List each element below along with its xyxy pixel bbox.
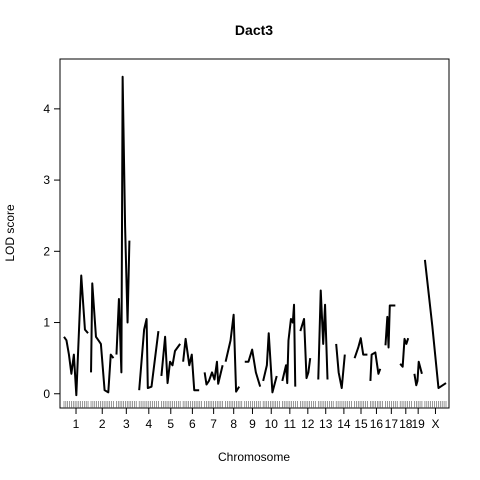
y-axis: 0 1 2 3 4 (43, 102, 60, 401)
marker-rug (63, 401, 447, 408)
lod-line-chr-11 (281, 303, 297, 387)
lod-line-chr-X (423, 259, 447, 390)
x-tick-label-chr-3: 3 (123, 417, 130, 431)
lod-line-chr-19 (413, 360, 423, 387)
plot-frame (59, 58, 450, 409)
lod-series (63, 75, 447, 397)
y-tick-label: 4 (43, 102, 50, 116)
lod-line-chr-1 (63, 274, 89, 397)
lod-line-chr-9 (244, 348, 262, 387)
lod-line-chr-17 (384, 304, 396, 349)
y-tick-label: 3 (43, 173, 50, 187)
x-tick-label-chr-16: 16 (370, 417, 384, 431)
x-axis: 1 2 3 4 5 6 7 8 9 10 11 12 13 14 15 16 17 18 19 X (73, 408, 439, 431)
x-tick-label-chr-7: 7 (210, 417, 217, 431)
lod-line-chr-10 (262, 332, 278, 394)
lod-line-chr-5 (160, 335, 181, 385)
lod-line-chr-2 (90, 282, 115, 394)
x-tick-label-chr-11: 11 (284, 417, 297, 431)
y-tick-label: 0 (43, 387, 50, 401)
lod-line-chr-14 (335, 343, 346, 390)
lod-line-chr-12 (299, 317, 312, 380)
x-tick-label-chr-9: 9 (249, 417, 256, 431)
lod-line-chr-3 (115, 75, 131, 374)
x-axis-label: Chromosome (218, 450, 290, 464)
chart-title: Dact3 (235, 22, 273, 38)
x-tick-label-chr-1: 1 (73, 417, 80, 431)
y-axis-label: LOD score (3, 204, 17, 262)
lod-line-chr-18 (399, 337, 410, 368)
x-tick-label-chr-2: 2 (99, 417, 106, 431)
lod-line-chr-7 (203, 360, 224, 386)
x-tick-label-chr-18: 18 (399, 417, 413, 431)
x-tick-label-chr-X: X (431, 417, 439, 431)
x-tick-label-chr-14: 14 (337, 417, 351, 431)
lod-line-chr-15 (353, 337, 368, 359)
lod-line-chr-13 (317, 289, 329, 380)
y-tick-label: 1 (43, 316, 50, 330)
lod-line-chr-16 (369, 351, 382, 381)
x-tick-label-chr-4: 4 (145, 417, 152, 431)
x-tick-label-chr-10: 10 (265, 417, 279, 431)
x-tick-label-chr-17: 17 (385, 417, 399, 431)
lod-line-chr-4 (138, 317, 160, 391)
x-tick-label-chr-6: 6 (189, 417, 196, 431)
x-tick-label-chr-8: 8 (230, 417, 237, 431)
x-tick-label-chr-13: 13 (319, 417, 333, 431)
x-tick-label-chr-19: 19 (411, 417, 425, 431)
y-tick-label: 2 (43, 244, 50, 258)
x-tick-label-chr-12: 12 (301, 417, 315, 431)
x-tick-label-chr-15: 15 (354, 417, 368, 431)
x-tick-label-chr-5: 5 (167, 417, 174, 431)
lod-line-chr-6 (182, 337, 200, 392)
lod-line-chr-8 (224, 313, 241, 393)
